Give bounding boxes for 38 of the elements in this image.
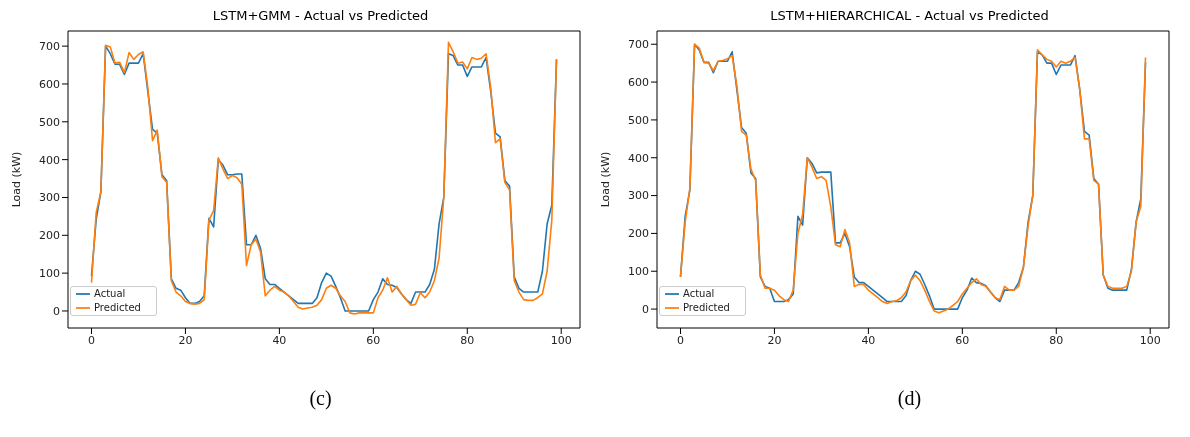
text: (d) bbox=[896, 386, 923, 410]
y-tick-label: 200 bbox=[39, 229, 60, 243]
y-tick-label: 700 bbox=[39, 40, 60, 54]
legend-label: Predicted bbox=[94, 302, 141, 313]
y-tick-label: 400 bbox=[628, 151, 649, 165]
y-tick-label: 300 bbox=[628, 189, 649, 203]
y-tick-label: 0 bbox=[642, 302, 649, 316]
x-tick-label: 20 bbox=[178, 333, 193, 347]
x-tick-label: 40 bbox=[272, 333, 287, 347]
x-tick-label: 60 bbox=[366, 333, 381, 347]
x-tick-label: 100 bbox=[550, 333, 572, 347]
y-axis-title: Load (kW) bbox=[598, 151, 612, 208]
y-tick-label: 700 bbox=[628, 38, 649, 52]
x-tick-label: 40 bbox=[861, 333, 876, 347]
legend-label: Actual bbox=[94, 288, 126, 299]
legend-label: Predicted bbox=[683, 302, 730, 313]
y-tick-label: 500 bbox=[39, 115, 60, 129]
chart-title: LSTM+GMM - Actual vs Predicted bbox=[211, 8, 430, 25]
x-tick-label: 100 bbox=[1139, 333, 1161, 347]
y-tick-label: 600 bbox=[628, 75, 649, 89]
y-tick-label: 400 bbox=[39, 153, 60, 167]
x-tick-label: 80 bbox=[1049, 333, 1064, 347]
y-tick-label: 600 bbox=[39, 77, 60, 91]
y-tick-label: 100 bbox=[628, 265, 649, 279]
chart-title: LSTM+HIERARCHICAL - Actual vs Predicted bbox=[769, 8, 1050, 25]
y-axis-title: Load (kW) bbox=[9, 151, 23, 208]
text: (c) bbox=[308, 386, 333, 410]
legend-label: Actual bbox=[683, 288, 715, 299]
y-tick-label: 300 bbox=[39, 191, 60, 205]
x-tick-label: 20 bbox=[767, 333, 782, 347]
x-tick-label: 80 bbox=[460, 333, 475, 347]
x-tick-label: 0 bbox=[87, 333, 95, 347]
y-tick-label: 500 bbox=[628, 113, 649, 127]
y-tick-label: 100 bbox=[39, 267, 60, 281]
x-tick-label: 0 bbox=[676, 333, 684, 347]
y-tick-label: 200 bbox=[628, 227, 649, 241]
x-tick-label: 60 bbox=[955, 333, 970, 347]
y-tick-label: 0 bbox=[53, 304, 60, 318]
